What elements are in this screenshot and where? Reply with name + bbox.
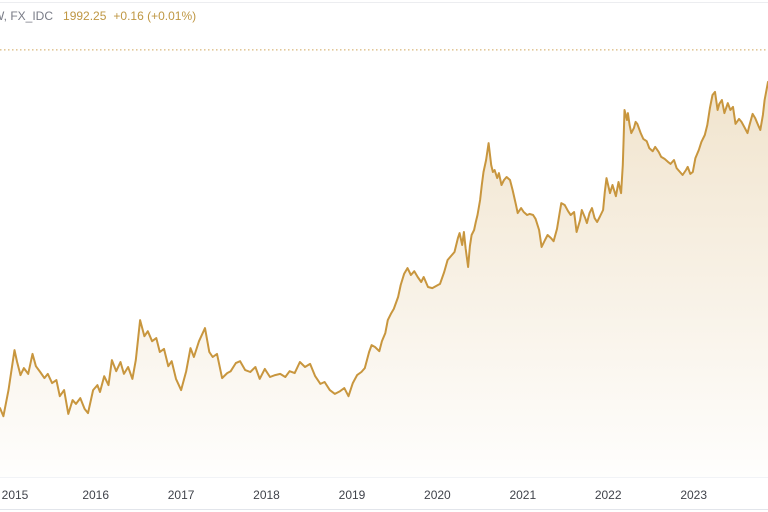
price-chart[interactable] — [0, 0, 768, 477]
last-price: 1992.25 — [63, 9, 107, 23]
year-label-2018: 2018 — [253, 488, 280, 502]
year-label-2019: 2019 — [338, 488, 366, 502]
year-label-2017: 2017 — [167, 488, 195, 502]
year-label-2015: 2015 — [1, 488, 29, 502]
series-line — [0, 80, 768, 418]
symbol-text[interactable]: W, FX_IDC — [0, 9, 54, 23]
price-change: +0.16 (+0.01%) — [113, 9, 197, 23]
year-label-2022: 2022 — [594, 488, 622, 502]
bottom-divider — [0, 509, 768, 510]
top-divider — [0, 2, 768, 3]
year-label-2016: 2016 — [82, 488, 110, 502]
plot-axis-divider — [0, 477, 768, 478]
year-label-2020: 2020 — [424, 488, 451, 502]
area-fill — [0, 81, 768, 477]
year-label-2021: 2021 — [509, 488, 537, 502]
symbol-header: W, FX_IDC 1992.25 +0.16 (+0.01%) — [0, 9, 196, 24]
time-axis[interactable]: 2015 2016 2017 2018 2019 2020 2021 2022 2023 — [0, 478, 768, 509]
year-label-2023: 2023 — [680, 488, 708, 502]
